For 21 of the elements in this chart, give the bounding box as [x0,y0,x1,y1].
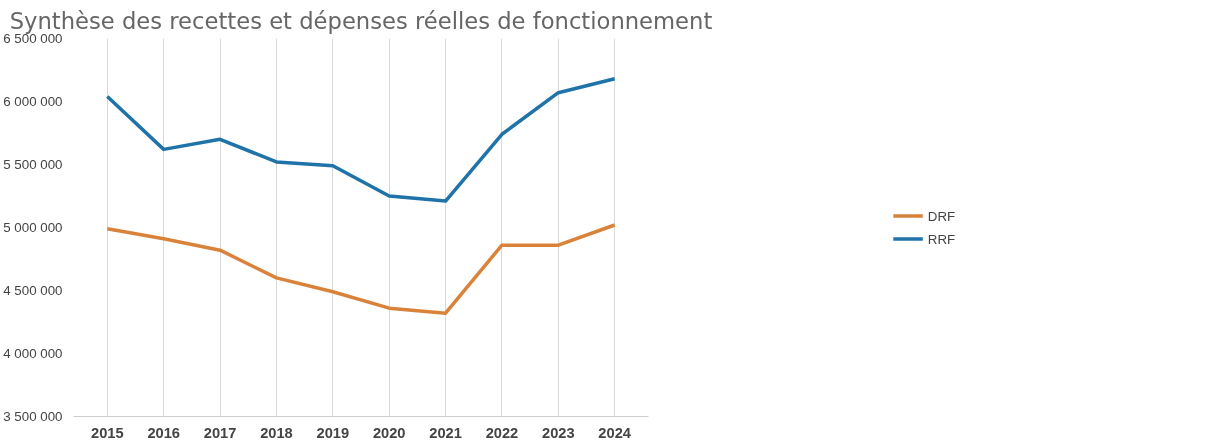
y-tick-label: 5 000 000 [3,220,63,235]
x-tick-label: 2023 [542,424,575,441]
x-tick-label: 2016 [147,424,180,441]
y-tick-label: 3 500 000 [3,409,63,424]
x-tick-label: 2020 [372,424,406,441]
y-tick-label: 4 000 000 [3,346,63,361]
legend-label: DRF [927,208,956,223]
chart-title: Synthèse des recettes et dépenses réelles de fonctionnement [9,7,713,34]
x-tick-label: 2022 [485,424,519,441]
y-tick-label: 4 500 000 [3,283,63,298]
y-tick-label: 5 500 000 [3,157,63,172]
x-tick-label: 2019 [316,424,350,441]
x-tick-label: 2015 [91,424,124,441]
x-tick-label: 2021 [429,424,462,441]
x-tick-label: 2017 [203,424,237,441]
y-tick-label: 6 000 000 [3,94,63,109]
x-tick-label: 2024 [598,424,632,441]
line-series [105,223,617,315]
line-series [105,77,617,203]
legend-label: RRF [927,231,956,246]
x-tick-label: 2018 [260,424,293,441]
